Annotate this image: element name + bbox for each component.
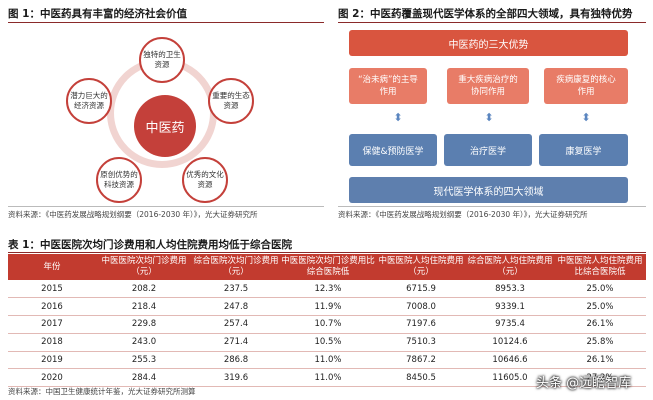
cell-outpatient-diff: 10.5% [280,333,376,352]
cell-general-inpatient: 10646.6 [466,351,554,370]
cell-tcm-inpatient: 7510.3 [376,333,466,352]
cell-year: 2018 [8,333,96,352]
four-fields-box: 现代医学体系的四大领域 [349,177,628,203]
double-arrow-icon: ⬍ [484,111,494,124]
cell-year: 2020 [8,368,96,388]
cell-general-outpatient: 257.4 [192,315,280,334]
figure2-source: 资料来源：《中医药发展战略规划纲要（2016-2030 年）》，光大证券研究所 [338,210,588,219]
cell-tcm-outpatient: 218.4 [96,297,192,317]
advantage-treatment: 重大疾病治疗的协同作用 [447,68,529,104]
watermark: 头条 @远瞻智库 [536,376,632,391]
advantage-prevention: “治未病”的主导作用 [349,68,427,104]
table-header-row: 年份 中医医院次均门诊费用（元） 综合医院次均门诊费用（元） 中医医院次均门诊费… [8,254,646,280]
table-row: 2020 284.4 319.6 11.0% 8450.5 11605.0 27… [8,368,646,388]
header-general-inpatient: 综合医院人均住院费用（元） [466,254,554,280]
cell-year: 2017 [8,315,96,334]
field-preventive-medicine: 保健&预防医学 [349,134,437,166]
figure1-title-rule [8,22,324,23]
cost-comparison-table: 年份 中医医院次均门诊费用（元） 综合医院次均门诊费用（元） 中医医院次均门诊费… [8,254,646,388]
cell-outpatient-diff: 11.0% [280,351,376,370]
table-row: 2017 229.8 257.4 10.7% 7197.6 9735.4 26.… [8,315,646,334]
node-economy-resource: 潜力巨大的经济资源 [66,78,112,124]
cell-year: 2016 [8,297,96,317]
cell-outpatient-diff: 10.7% [280,315,376,334]
cell-inpatient-diff: 27.2% [554,368,646,388]
cell-general-outpatient: 319.6 [192,368,280,388]
three-advantages-box: 中医药的三大优势 [349,30,628,56]
cell-inpatient-diff: 26.1% [554,351,646,370]
cell-tcm-inpatient: 6715.9 [376,280,466,299]
cell-year: 2019 [8,351,96,370]
header-general-outpatient: 综合医院次均门诊费用（元） [192,254,280,280]
cell-general-inpatient: 9735.4 [466,315,554,334]
table-row: 2018 243.0 271.4 10.5% 7510.3 10124.6 25… [8,333,646,352]
figure1-source-rule [8,206,324,207]
figure2-title: 图 2：中医药覆盖现代医学体系的全部四大领域，具有独特优势 [338,8,633,20]
double-arrow-icon: ⬍ [581,111,591,124]
cell-tcm-outpatient: 255.3 [96,351,192,370]
field-rehabilitation-medicine: 康复医学 [539,134,628,166]
cell-general-inpatient: 10124.6 [466,333,554,352]
figure1-title: 图 1：中医药具有丰富的经济社会价值 [8,8,187,20]
cell-tcm-inpatient: 7197.6 [376,315,466,334]
cell-outpatient-diff: 11.0% [280,368,376,388]
cell-general-outpatient: 286.8 [192,351,280,370]
cell-tcm-inpatient: 7867.2 [376,351,466,370]
cell-tcm-outpatient: 229.8 [96,315,192,334]
center-circle: 中医药 [134,95,196,157]
cell-tcm-outpatient: 284.4 [96,368,192,388]
figure2-title-rule [338,22,646,23]
cell-general-inpatient: 9339.1 [466,297,554,317]
header-tcm-inpatient: 中医医院人均住院费用（元） [376,254,466,280]
table1-source: 资料来源：中国卫生健康统计年鉴，光大证券研究所测算 [8,387,196,396]
cell-general-outpatient: 247.8 [192,297,280,317]
cell-inpatient-diff: 25.0% [554,280,646,299]
cell-inpatient-diff: 25.8% [554,333,646,352]
cell-general-inpatient: 11605.0 [466,368,554,388]
header-tcm-outpatient: 中医医院次均门诊费用（元） [96,254,192,280]
cell-general-inpatient: 8953.3 [466,280,554,299]
table-row: 2016 218.4 247.8 11.9% 7008.0 9339.1 25.… [8,297,646,317]
node-tech-resource: 原创优势的科技资源 [96,157,142,203]
cell-year: 2015 [8,280,96,299]
cell-inpatient-diff: 26.1% [554,315,646,334]
cell-general-outpatient: 271.4 [192,333,280,352]
cell-tcm-inpatient: 7008.0 [376,297,466,317]
node-ecology-resource: 重要的生态资源 [208,78,254,124]
double-arrow-icon: ⬍ [393,111,403,124]
cell-inpatient-diff: 25.0% [554,297,646,317]
header-outpatient-diff: 中医医院次均门诊费用比综合医院低 [280,254,376,280]
field-treatment-medicine: 治疗医学 [444,134,532,166]
advantage-rehabilitation: 疾病康复的核心作用 [544,68,628,104]
cell-tcm-outpatient: 243.0 [96,333,192,352]
cell-outpatient-diff: 11.9% [280,297,376,317]
table-row: 2015 208.2 237.5 12.3% 6715.9 8953.3 25.… [8,280,646,299]
cell-outpatient-diff: 12.3% [280,280,376,299]
table1-title: 表 1：中医医院次均门诊费用和人均住院费用均低于综合医院 [8,239,292,251]
table-row: 2019 255.3 286.8 11.0% 7867.2 10646.6 26… [8,351,646,370]
header-year: 年份 [8,254,96,280]
cell-general-outpatient: 237.5 [192,280,280,299]
figure1-diagram: 中医药 独特的卫生资源 重要的生态资源 优秀的文化资源 原创优势的科技资源 潜力… [0,0,330,210]
figure1-source: 资料来源：《中医药发展战略规划纲要（2016-2030 年）》，光大证券研究所 [8,210,258,219]
node-culture-resource: 优秀的文化资源 [182,157,228,203]
table1-title-rule [8,252,646,253]
cell-tcm-outpatient: 208.2 [96,280,192,299]
node-health-resource: 独特的卫生资源 [139,37,185,83]
figure2-source-rule [338,206,646,207]
cell-tcm-inpatient: 8450.5 [376,368,466,388]
header-inpatient-diff: 中医医院人均住院费用比综合医院低 [554,254,646,280]
